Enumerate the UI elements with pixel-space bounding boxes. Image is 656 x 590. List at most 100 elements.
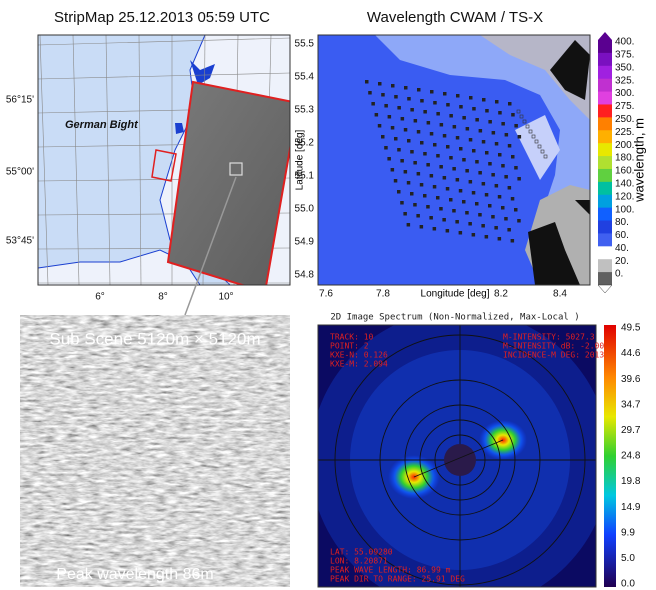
grid-cell (501, 122, 505, 126)
colorbar-tick-label: 60. (615, 230, 629, 241)
grid-cell (429, 216, 433, 220)
grid-cell (478, 213, 482, 217)
grid-cell (482, 140, 486, 144)
grid-cell (465, 211, 469, 215)
grid-cell (452, 167, 456, 171)
colorbar-band (598, 66, 612, 79)
grid-cell (404, 128, 408, 132)
grid-cell (391, 84, 395, 88)
grid-cell (459, 231, 463, 235)
y-tick-label: 55.0 (295, 204, 315, 215)
figure: StripMap 25.12.2013 05:59 UTC German Big… (0, 0, 656, 590)
colorbar-cap (598, 285, 612, 293)
grid-cell (407, 97, 411, 101)
grid-cell (394, 95, 398, 99)
grid-cell (469, 138, 473, 142)
grid-cell (495, 100, 499, 104)
colorbar-tick-label: 80. (615, 217, 629, 228)
lon-label: 6° (95, 292, 105, 303)
grid-cell (504, 217, 508, 221)
grid-cell (420, 183, 424, 187)
grid-cell (505, 133, 509, 137)
grid-cell (449, 156, 453, 160)
grid-cell (491, 215, 495, 219)
grid-cell (433, 101, 437, 105)
grid-cell (498, 195, 502, 199)
grid-cell (491, 173, 495, 177)
grid-cell (472, 107, 476, 111)
grid-cell (416, 214, 420, 218)
colorbar-tick-label: 29.7 (621, 425, 641, 436)
grid-cell (384, 146, 388, 150)
grid-cell (430, 174, 434, 178)
colorbar-tick-label: 275. (615, 101, 634, 112)
grid-cell (472, 149, 476, 153)
grid-cell (436, 112, 440, 116)
grid-cell (449, 114, 453, 118)
spectrum-info: LAT: 55.09280 (330, 548, 393, 557)
x-tick-label: 8.2 (494, 289, 508, 300)
grid-cell (475, 202, 479, 206)
y-tick-label: 55.2 (295, 138, 315, 149)
grid-cell (511, 113, 515, 117)
grid-cell (400, 159, 404, 163)
grid-cell (443, 134, 447, 138)
grid-cell (501, 164, 505, 168)
grid-cell (492, 131, 496, 135)
grid-cell (452, 209, 456, 213)
grid-cell (485, 151, 489, 155)
grid-cell (433, 185, 437, 189)
lon-label: 8° (158, 292, 168, 303)
grid-cell (368, 91, 372, 95)
colorbar-tick-label: 20. (615, 256, 629, 267)
colorbar-band (598, 272, 612, 285)
spectrum-info: LON: 8.20871 (330, 557, 388, 566)
grid-cell (401, 117, 405, 121)
spectrum-info: M-INTENSITY dB: -2.00 (503, 342, 604, 351)
grid-cell (498, 111, 502, 115)
grid-cell (397, 148, 401, 152)
colorbar-band (598, 156, 612, 169)
x-tick-label: 7.6 (319, 289, 333, 300)
y-tick-label: 55.1 (295, 171, 315, 182)
y-tick-label: 55.3 (295, 105, 315, 116)
grid-cell (488, 204, 492, 208)
grid-cell (443, 92, 447, 96)
grid-cell (514, 208, 518, 212)
grid-cell (407, 223, 411, 227)
lat-label: 53°45' (6, 236, 34, 247)
colorbar-band (598, 117, 612, 130)
grid-cell (394, 179, 398, 183)
grid-cell (387, 157, 391, 161)
colorbar-band (598, 130, 612, 143)
grid-cell (388, 115, 392, 119)
grid-cell (381, 93, 385, 97)
colorbar-band (598, 92, 612, 105)
grid-cell (413, 161, 417, 165)
colorbar-tick-label: 0. (615, 269, 623, 280)
grid-cell (436, 154, 440, 158)
grid-cell (504, 175, 508, 179)
grid-cell (417, 130, 421, 134)
grid-cell (410, 150, 414, 154)
grid-cell (498, 237, 502, 241)
y-tick-label: 55.5 (295, 39, 315, 50)
grid-cell (439, 165, 443, 169)
grid-cell (479, 129, 483, 133)
grid-cell (430, 90, 434, 94)
colorbar-band (598, 40, 612, 53)
grid-cell (430, 132, 434, 136)
grid-cell (433, 227, 437, 231)
grid-cell (404, 86, 408, 90)
grid-cell (482, 98, 486, 102)
grid-cell (485, 109, 489, 113)
grid-cell (514, 124, 518, 128)
grid-cell (407, 181, 411, 185)
grid-cell (440, 123, 444, 127)
grid-cell (394, 137, 398, 141)
grid-cell (481, 224, 485, 228)
grid-cell (436, 196, 440, 200)
spectrum-info: KXE-N: 0.126 (330, 351, 388, 360)
spectrum-info: PEAK DIR TO RANGE: 25.91 DEG (330, 575, 465, 584)
grid-cell (400, 201, 404, 205)
